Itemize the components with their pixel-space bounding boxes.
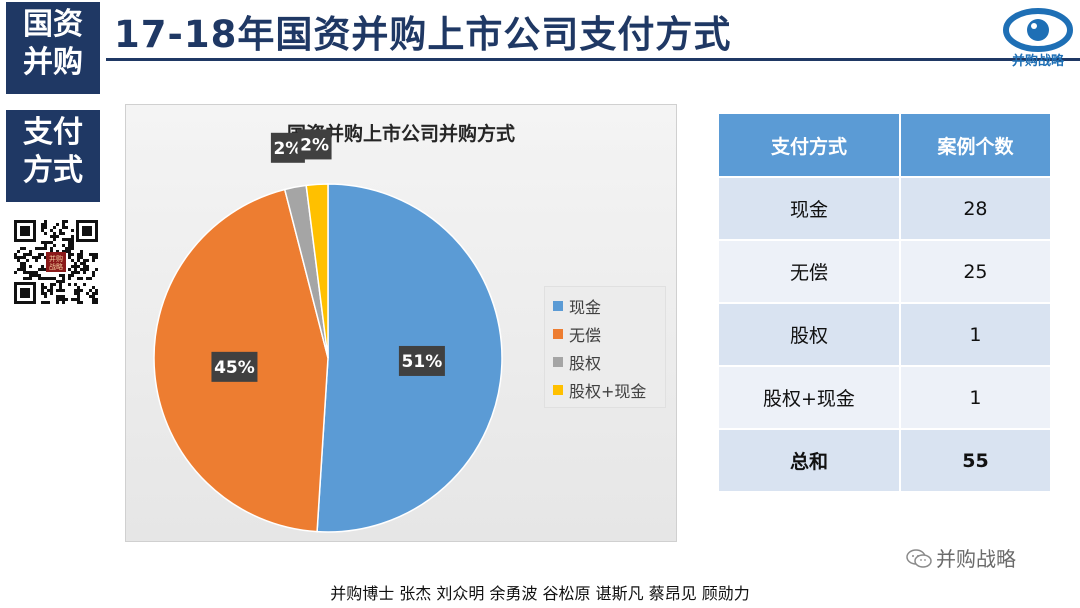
section-tag-mna: 国资 并购	[6, 2, 100, 94]
legend-item-equity: 股权	[553, 348, 657, 376]
legend-label: 无偿	[569, 326, 602, 345]
table-header-method: 支付方式	[717, 112, 901, 178]
section-tag-payment-line1: 支付	[23, 115, 83, 150]
data-label-equity-cash: 2%	[297, 129, 332, 160]
title-underline	[106, 58, 1080, 61]
legend-swatch	[553, 301, 563, 311]
table-cell-method: 股权	[717, 302, 901, 367]
page-title: 17-18年国资并购上市公司支付方式	[114, 13, 732, 56]
svg-text:45%: 45%	[214, 358, 255, 378]
data-label-free-transfer: 45%	[211, 351, 258, 382]
footer-authors: 并购博士 张杰 刘众明 余勇波 谷松原 谌斯凡 蔡昂见 顾勋力	[330, 584, 750, 603]
table-row: 现金 28	[717, 176, 1053, 241]
chart-legend: 现金无偿股权股权+现金	[544, 286, 666, 408]
qr-code-image: 并购 战略	[12, 218, 100, 306]
table-total-row: 总和 55	[717, 428, 1053, 493]
pie-chart: 51% 45% 2%2%	[153, 129, 503, 533]
legend-swatch	[553, 357, 563, 367]
data-label-cash: 51%	[398, 345, 445, 376]
section-tag-mna-line1: 国资	[23, 7, 83, 42]
table-row: 股权 1	[717, 302, 1053, 367]
section-tag-mna-line2: 并购	[23, 45, 83, 80]
table-cell-method: 现金	[717, 176, 901, 241]
wechat-watermark: 并购战略	[906, 543, 1016, 572]
legend-swatch	[553, 385, 563, 395]
legend-item-cash: 现金	[553, 292, 657, 320]
table-total-label: 总和	[717, 428, 901, 493]
legend-label: 股权+现金	[569, 382, 647, 401]
eye-logo-icon	[1003, 8, 1073, 52]
table-header-row: 支付方式 案例个数	[717, 112, 1053, 178]
section-tag-payment: 支付 方式	[6, 110, 100, 202]
svg-text:2%: 2%	[273, 139, 302, 159]
logo-text: 并购战略	[1011, 54, 1064, 69]
chart-title: 国资并购上市公司并购方式	[286, 123, 515, 145]
svg-text:并购: 并购	[49, 254, 63, 263]
table-header-count: 案例个数	[898, 112, 1053, 178]
table-total-value: 55	[898, 428, 1053, 493]
watermark-text: 并购战略	[936, 547, 1016, 571]
section-tag-payment-line2: 方式	[23, 153, 83, 188]
svg-text:战略: 战略	[49, 262, 63, 271]
table-cell-method: 股权+现金	[717, 365, 901, 430]
table-row: 无偿 25	[717, 239, 1053, 304]
table-row: 股权+现金 1	[717, 365, 1053, 430]
table-cell-count: 1	[898, 302, 1053, 367]
payment-table: 支付方式 案例个数 现金 28 无偿 25 股权 1 股权+现金 1 总和 55	[717, 112, 1053, 493]
legend-swatch	[553, 329, 563, 339]
legend-item-free-transfer: 无偿	[553, 320, 657, 348]
legend-label: 股权	[569, 354, 602, 373]
table-cell-count: 1	[898, 365, 1053, 430]
svg-text:51%: 51%	[402, 352, 443, 372]
table-cell-method: 无偿	[717, 239, 901, 304]
table-cell-count: 28	[898, 176, 1053, 241]
table-cell-count: 25	[898, 239, 1053, 304]
legend-item-equity-cash: 股权+现金	[553, 376, 657, 404]
legend-label: 现金	[569, 298, 602, 317]
wechat-icon	[906, 549, 932, 568]
pie-slice-equity-cash	[305, 183, 329, 359]
svg-text:2%: 2%	[300, 135, 329, 155]
